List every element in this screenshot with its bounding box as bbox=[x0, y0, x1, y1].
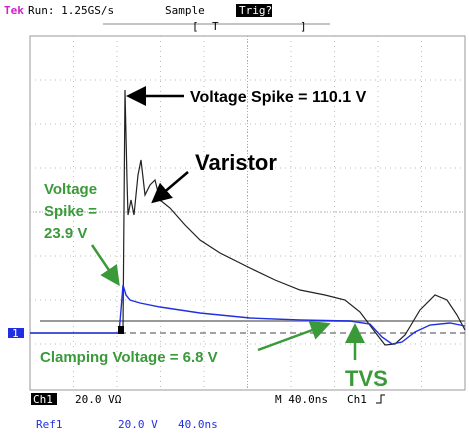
status-channel: Ch1 bbox=[33, 393, 53, 406]
bracket: [ bbox=[192, 20, 199, 33]
varistor-trace bbox=[30, 89, 466, 346]
arrow bbox=[151, 171, 189, 204]
status-trigger-source: Ch1 bbox=[347, 393, 367, 406]
brand: Tek bbox=[4, 4, 24, 17]
channel-marker bbox=[8, 328, 24, 338]
trigger-point bbox=[118, 326, 124, 334]
channel-marker-label: 1 bbox=[12, 327, 19, 340]
channel-box bbox=[31, 393, 57, 405]
annotation: Voltage bbox=[44, 181, 97, 198]
status-ref-scale: 20.0 V bbox=[118, 418, 158, 431]
acq-mode: Sample bbox=[165, 4, 205, 17]
annotation: TVS bbox=[345, 366, 388, 391]
trigger-marker: T bbox=[212, 20, 219, 33]
status-timebase: M 40.0ns bbox=[275, 393, 328, 406]
tvs-trace bbox=[30, 284, 466, 345]
trigger-status: Trig? bbox=[239, 4, 272, 17]
bracket: ] bbox=[300, 20, 307, 33]
annotation: 23.9 V bbox=[44, 225, 87, 242]
status-ref: Ref1 bbox=[36, 418, 63, 431]
annotation: Spike = bbox=[44, 203, 97, 220]
trigger-box bbox=[236, 4, 272, 17]
annotation: Voltage Spike = 110.1 V bbox=[190, 89, 367, 106]
status-scale: 20.0 VΩ bbox=[75, 393, 122, 406]
annotation: Clamping Voltage = 6.8 V bbox=[40, 349, 218, 366]
arrow bbox=[257, 320, 331, 352]
status-ref-time: 40.0ns bbox=[178, 418, 218, 431]
run-status: Run: 1.25GS/s bbox=[28, 4, 114, 17]
annotation: Varistor bbox=[195, 150, 277, 175]
trigger-slope bbox=[376, 394, 385, 404]
arrow bbox=[90, 244, 120, 287]
